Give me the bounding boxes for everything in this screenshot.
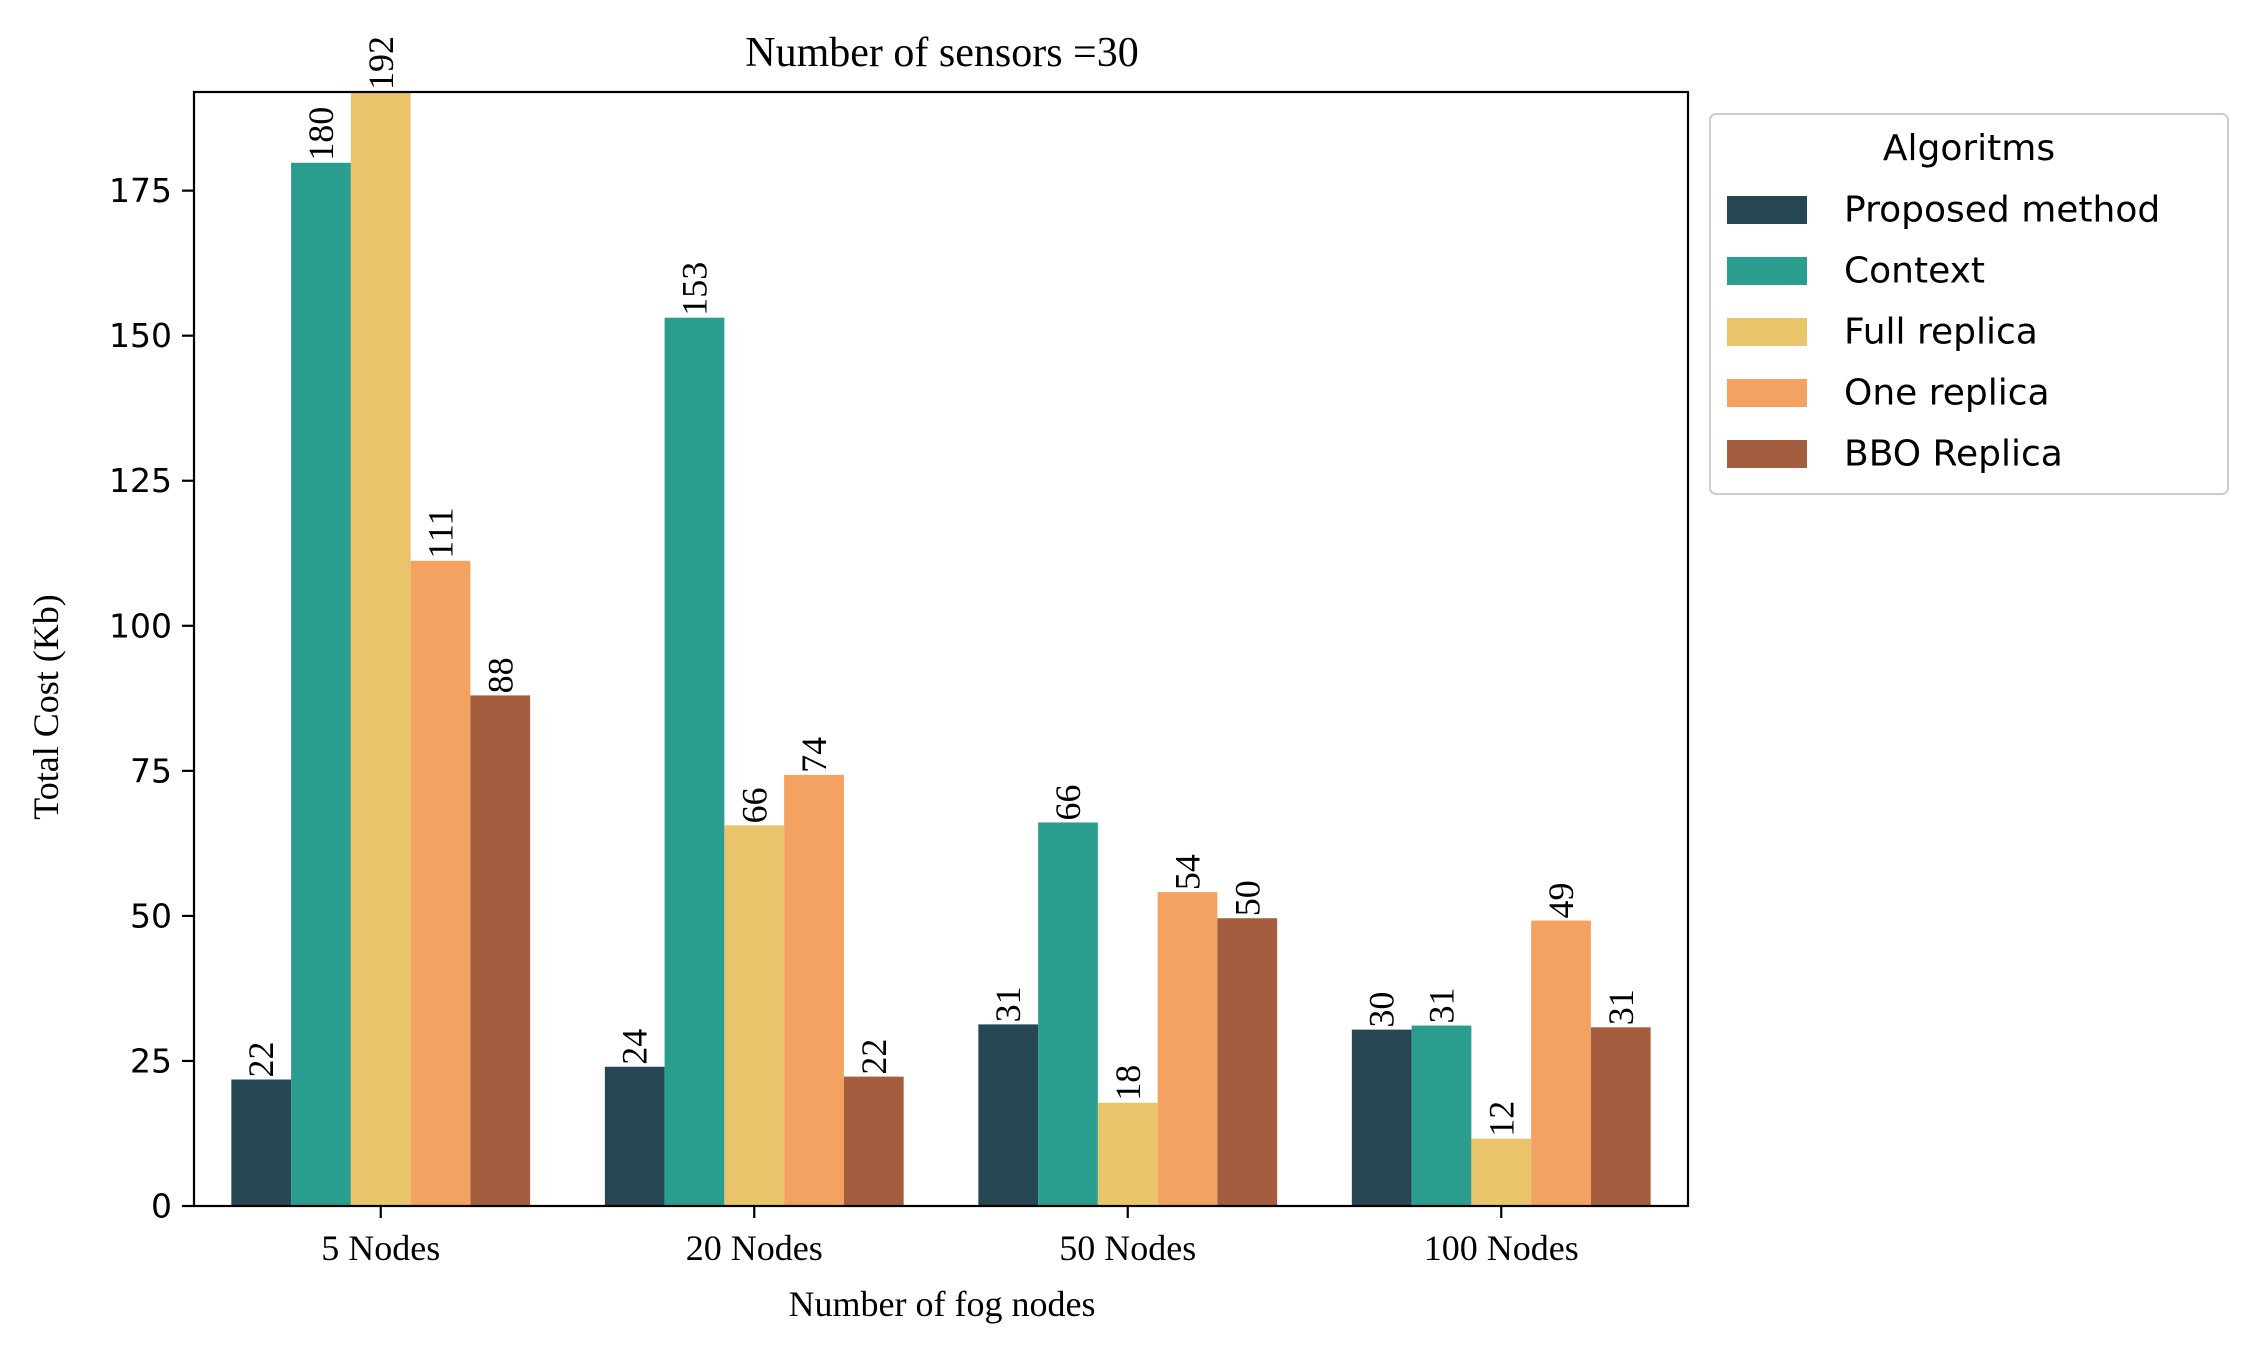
y-tick-label: 100	[109, 606, 172, 645]
bar-bbo-replica-3	[1217, 918, 1278, 1206]
legend-swatch	[1727, 440, 1807, 468]
bar-one-replica-4	[1531, 920, 1591, 1206]
data-label: 66	[734, 787, 774, 823]
y-tick-label: 0	[151, 1187, 172, 1226]
legend-swatch	[1727, 257, 1807, 285]
bar-bbo-replica-4	[1590, 1027, 1651, 1206]
y-tick-label: 75	[130, 751, 172, 790]
x-tick-label: 50 Nodes	[1059, 1228, 1196, 1268]
x-tick-label: 20 Nodes	[686, 1228, 823, 1268]
data-label: 30	[1362, 992, 1402, 1028]
bar-one-replica-1	[410, 560, 471, 1206]
data-label: 24	[615, 1029, 655, 1065]
data-label: 31	[1421, 988, 1461, 1024]
data-label: 49	[1541, 883, 1581, 919]
legend-title: Algoritms	[1883, 128, 2055, 169]
data-label: 54	[1168, 854, 1208, 890]
legend-entry: One replica	[1844, 373, 2050, 414]
legend-entry: Context	[1844, 251, 1985, 292]
x-tick-label: 5 Nodes	[321, 1228, 440, 1268]
legend: Algoritms Proposed method Context Full repl…	[1709, 113, 2229, 495]
bar-one-replica-2	[784, 774, 844, 1206]
legend-entry: BBO Replica	[1844, 434, 2063, 475]
y-tick-label: 50	[130, 896, 172, 935]
data-label: 66	[1048, 784, 1088, 820]
bar-proposed-method-4	[1351, 1029, 1412, 1206]
bar-context-1	[291, 162, 351, 1207]
data-label: 111	[421, 507, 461, 558]
data-label: 31	[1601, 989, 1641, 1025]
bar-context-4	[1411, 1025, 1472, 1206]
data-label: 153	[674, 262, 714, 316]
legend-box	[1709, 113, 2229, 495]
legend-entry: Proposed method	[1844, 190, 2160, 231]
bar-full-replica-2	[724, 825, 785, 1206]
data-label: 180	[301, 107, 341, 161]
bar-proposed-method-3	[978, 1024, 1039, 1206]
data-label: 22	[854, 1039, 894, 1075]
legend-swatch	[1727, 379, 1807, 407]
axes-layer: 0 25 50 75 100 125 150 175 5 Nodes 20 Nodes 50 Nod…	[109, 90, 1690, 1268]
legend-swatch	[1727, 196, 1807, 224]
x-axis-label: Number of fog nodes	[789, 1284, 1096, 1324]
bar-full-replica-3	[1097, 1102, 1158, 1206]
data-label: 74	[794, 737, 834, 773]
y-tick-label: 150	[109, 316, 172, 355]
x-tick-label: 100 Nodes	[1424, 1228, 1579, 1268]
bar-bbo-replica-2	[843, 1076, 904, 1206]
bar-full-replica-1	[350, 92, 411, 1206]
y-axis-label: Total Cost (Kb)	[26, 594, 66, 819]
bars-layer	[231, 92, 1651, 1207]
bar-context-2	[664, 317, 725, 1206]
data-label: 50	[1227, 880, 1267, 916]
bar-proposed-method-1	[231, 1079, 292, 1206]
y-tick-label: 125	[109, 461, 172, 500]
data-label: 31	[988, 986, 1028, 1022]
data-label: 22	[241, 1042, 281, 1078]
y-tick-label: 175	[109, 171, 172, 210]
legend-swatch	[1727, 318, 1807, 346]
plot-frame	[192, 90, 1690, 1208]
bar-context-3	[1038, 822, 1098, 1206]
data-label: 88	[480, 657, 520, 693]
data-label: 12	[1481, 1101, 1521, 1137]
y-tick-label: 25	[130, 1041, 172, 1080]
chart-title: Number of sensors =30	[745, 30, 1138, 76]
data-labels-layer: 22 24 31 30 180 153 66 31 192 66 18 12 111 74 54 49 88 22…	[241, 36, 1641, 1137]
data-label: 192	[361, 36, 401, 90]
legend-entry: Full replica	[1844, 312, 2038, 353]
data-label: 18	[1108, 1065, 1148, 1101]
bar-bbo-replica-1	[470, 695, 531, 1206]
bar-full-replica-4	[1471, 1138, 1532, 1206]
bar-proposed-method-2	[604, 1066, 665, 1206]
bar-one-replica-3	[1157, 892, 1218, 1206]
